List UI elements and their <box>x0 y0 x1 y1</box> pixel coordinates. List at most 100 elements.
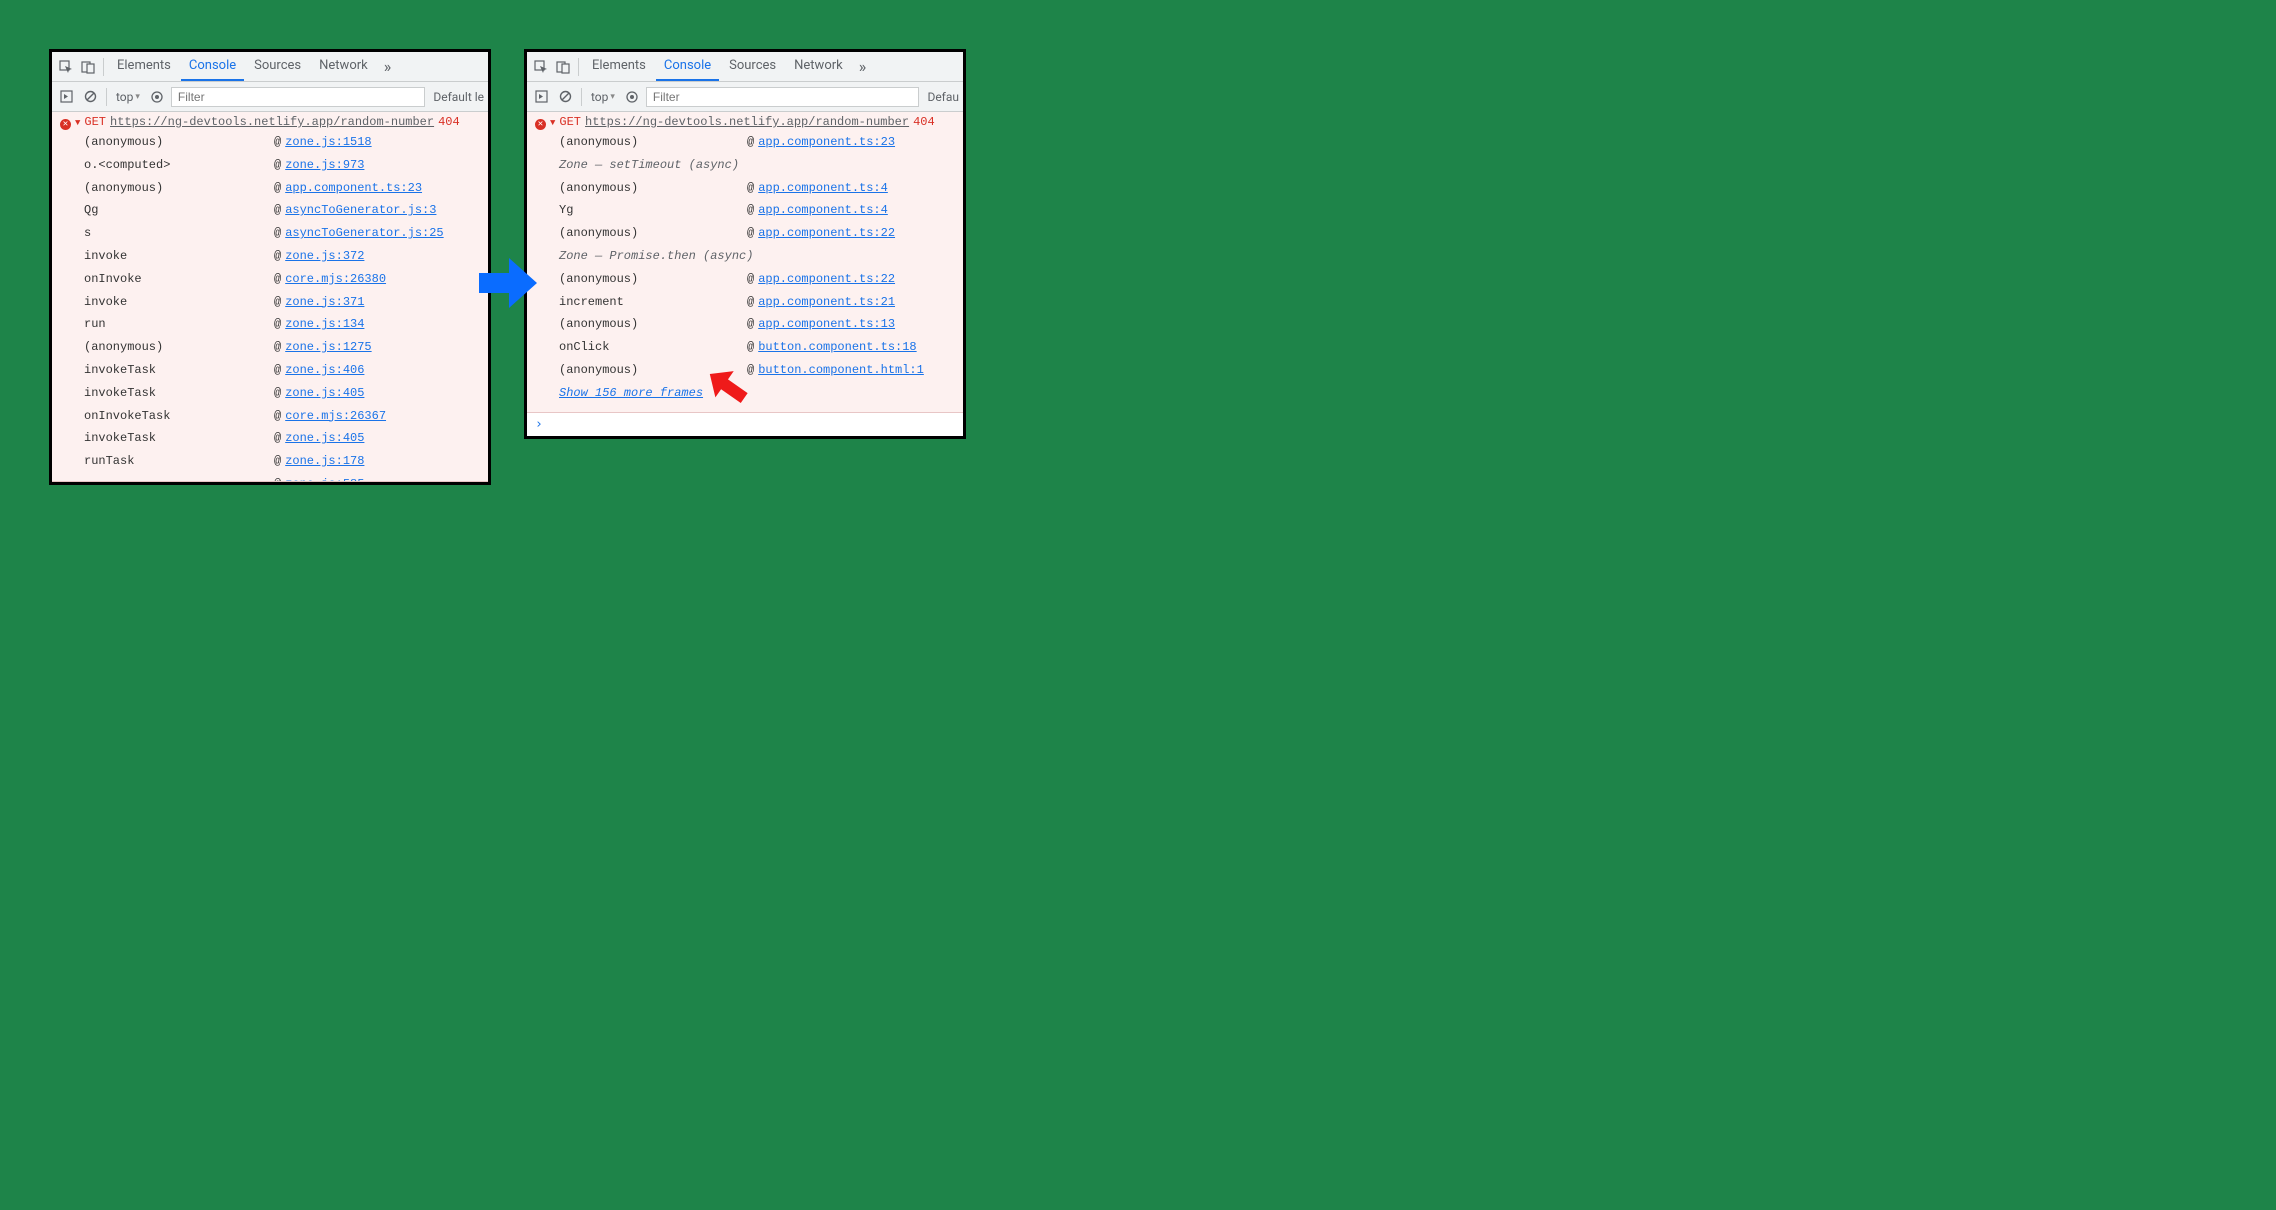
at-symbol: @ <box>274 177 281 200</box>
separator <box>106 88 107 106</box>
context-selector[interactable]: top ▾ <box>588 90 618 104</box>
separator <box>578 58 579 76</box>
frame-source-link[interactable]: zone.js:372 <box>285 245 364 268</box>
frame-source-link[interactable]: core.mjs:26367 <box>285 405 386 428</box>
log-levels[interactable]: Defau <box>923 90 959 104</box>
context-label: top <box>116 90 133 104</box>
frame-source-link[interactable]: zone.js:406 <box>285 359 364 382</box>
frame-function: invokeTask <box>84 427 274 450</box>
tab-console[interactable]: Console <box>656 52 719 81</box>
device-toggle-icon[interactable] <box>553 57 573 77</box>
at-symbol: @ <box>274 245 281 268</box>
frame-source-link[interactable]: button.component.ts:18 <box>758 336 916 359</box>
error-url[interactable]: https://ng-devtools.netlify.app/random-n… <box>585 115 909 129</box>
inspect-icon[interactable] <box>56 57 76 77</box>
tab-console[interactable]: Console <box>181 52 244 81</box>
frame-source-link[interactable]: app.component.ts:13 <box>758 313 895 336</box>
frame-source-link[interactable]: app.component.ts:23 <box>285 177 422 200</box>
frame-function: onInvokeTask <box>84 405 274 428</box>
frame-source-link[interactable]: zone.js:1518 <box>285 131 371 154</box>
tab-elements[interactable]: Elements <box>584 52 654 81</box>
at-symbol: @ <box>747 199 754 222</box>
tabs-overflow-icon[interactable]: » <box>378 57 398 76</box>
stack-frame: (anonymous)@button.component.html:1 <box>559 359 957 382</box>
frame-source-link[interactable]: app.component.ts:21 <box>758 291 895 314</box>
stack-frame: (anonymous)@zone.js:1518 <box>84 131 482 154</box>
clear-console-icon[interactable] <box>80 87 100 107</box>
frame-function: (anonymous) <box>559 131 747 154</box>
separator <box>103 58 104 76</box>
at-symbol: @ <box>747 291 754 314</box>
frame-source-link[interactable]: app.component.ts:22 <box>758 222 895 245</box>
frame-source-link[interactable]: zone.js:405 <box>285 427 364 450</box>
error-line: ✕ ▼ GET https://ng-devtools.netlify.app/… <box>535 115 957 131</box>
device-toggle-icon[interactable] <box>78 57 98 77</box>
dropdown-icon: ▾ <box>610 92 615 102</box>
frame-source-link[interactable]: zone.js:371 <box>285 291 364 314</box>
stack-frame: onInvokeTask@core.mjs:26367 <box>84 405 482 428</box>
frame-function: (anonymous) <box>84 177 274 200</box>
frame-source-link[interactable]: asyncToGenerator.js:3 <box>285 199 436 222</box>
expand-toggle-icon[interactable]: ▼ <box>75 118 80 128</box>
tab-sources[interactable]: Sources <box>246 52 309 81</box>
console-prompt[interactable]: › <box>527 413 963 436</box>
context-selector[interactable]: top ▾ <box>113 90 143 104</box>
live-expression-icon[interactable] <box>622 87 642 107</box>
inspect-icon[interactable] <box>531 57 551 77</box>
console-output: ✕ ▼ GET https://ng-devtools.netlify.app/… <box>52 112 488 482</box>
blue-arrow-annotation <box>479 258 537 308</box>
frame-function: onInvoke <box>84 268 274 291</box>
http-method: GET <box>559 115 581 129</box>
frame-source-link[interactable]: zone.js:973 <box>285 154 364 177</box>
tabs-overflow-icon[interactable]: » <box>853 57 873 76</box>
frame-source-link[interactable]: asyncToGenerator.js:25 <box>285 222 443 245</box>
stack-frame: invoke@zone.js:371 <box>84 291 482 314</box>
at-symbol: @ <box>274 131 281 154</box>
frame-source-link[interactable]: app.component.ts:4 <box>758 199 888 222</box>
frame-function: onClick <box>559 336 747 359</box>
stack-frame: o.<computed>@zone.js:973 <box>84 154 482 177</box>
clear-console-icon[interactable] <box>555 87 575 107</box>
tab-sources[interactable]: Sources <box>721 52 784 81</box>
stack-frame: _@zone.js:585 <box>84 473 482 482</box>
console-filter-bar: top ▾ Default le <box>52 82 488 112</box>
tab-network[interactable]: Network <box>311 52 376 81</box>
frame-source-link[interactable]: app.component.ts:23 <box>758 131 895 154</box>
at-symbol: @ <box>747 359 754 382</box>
stack-frame: onInvoke@core.mjs:26380 <box>84 268 482 291</box>
console-sidebar-toggle-icon[interactable] <box>56 87 76 107</box>
expand-toggle-icon[interactable]: ▼ <box>550 118 555 128</box>
separator <box>581 88 582 106</box>
stack-frame: invokeTask@zone.js:406 <box>84 359 482 382</box>
at-symbol: @ <box>274 336 281 359</box>
filter-input[interactable] <box>171 87 425 107</box>
stack-frame: (anonymous)@app.component.ts:13 <box>559 313 957 336</box>
show-more-frames-link[interactable]: Show 156 more frames <box>559 382 957 405</box>
at-symbol: @ <box>274 291 281 314</box>
frame-source-link[interactable]: core.mjs:26380 <box>285 268 386 291</box>
at-symbol: @ <box>274 359 281 382</box>
at-symbol: @ <box>274 382 281 405</box>
error-url[interactable]: https://ng-devtools.netlify.app/random-n… <box>110 115 434 129</box>
tab-network[interactable]: Network <box>786 52 851 81</box>
frame-source-link[interactable]: app.component.ts:22 <box>758 268 895 291</box>
stack-frame: invokeTask@zone.js:405 <box>84 427 482 450</box>
frame-source-link[interactable]: app.component.ts:4 <box>758 177 888 200</box>
log-levels[interactable]: Default le <box>429 90 484 104</box>
frame-source-link[interactable]: zone.js:1275 <box>285 336 371 359</box>
stack-frame: s@asyncToGenerator.js:25 <box>84 222 482 245</box>
console-sidebar-toggle-icon[interactable] <box>531 87 551 107</box>
live-expression-icon[interactable] <box>147 87 167 107</box>
error-line: ✕ ▼ GET https://ng-devtools.netlify.app/… <box>60 115 482 131</box>
frame-source-link[interactable]: zone.js:134 <box>285 313 364 336</box>
async-boundary: Zone — Promise.then (async) <box>559 245 957 268</box>
tab-elements[interactable]: Elements <box>109 52 179 81</box>
filter-input[interactable] <box>646 87 920 107</box>
at-symbol: @ <box>747 268 754 291</box>
devtools-tabbar: Elements Console Sources Network » <box>527 52 963 82</box>
frame-source-link[interactable]: button.component.html:1 <box>758 359 924 382</box>
red-arrow-annotation <box>706 368 748 404</box>
frame-source-link[interactable]: zone.js:405 <box>285 382 364 405</box>
frame-source-link[interactable]: zone.js:585 <box>285 473 364 482</box>
frame-source-link[interactable]: zone.js:178 <box>285 450 364 473</box>
